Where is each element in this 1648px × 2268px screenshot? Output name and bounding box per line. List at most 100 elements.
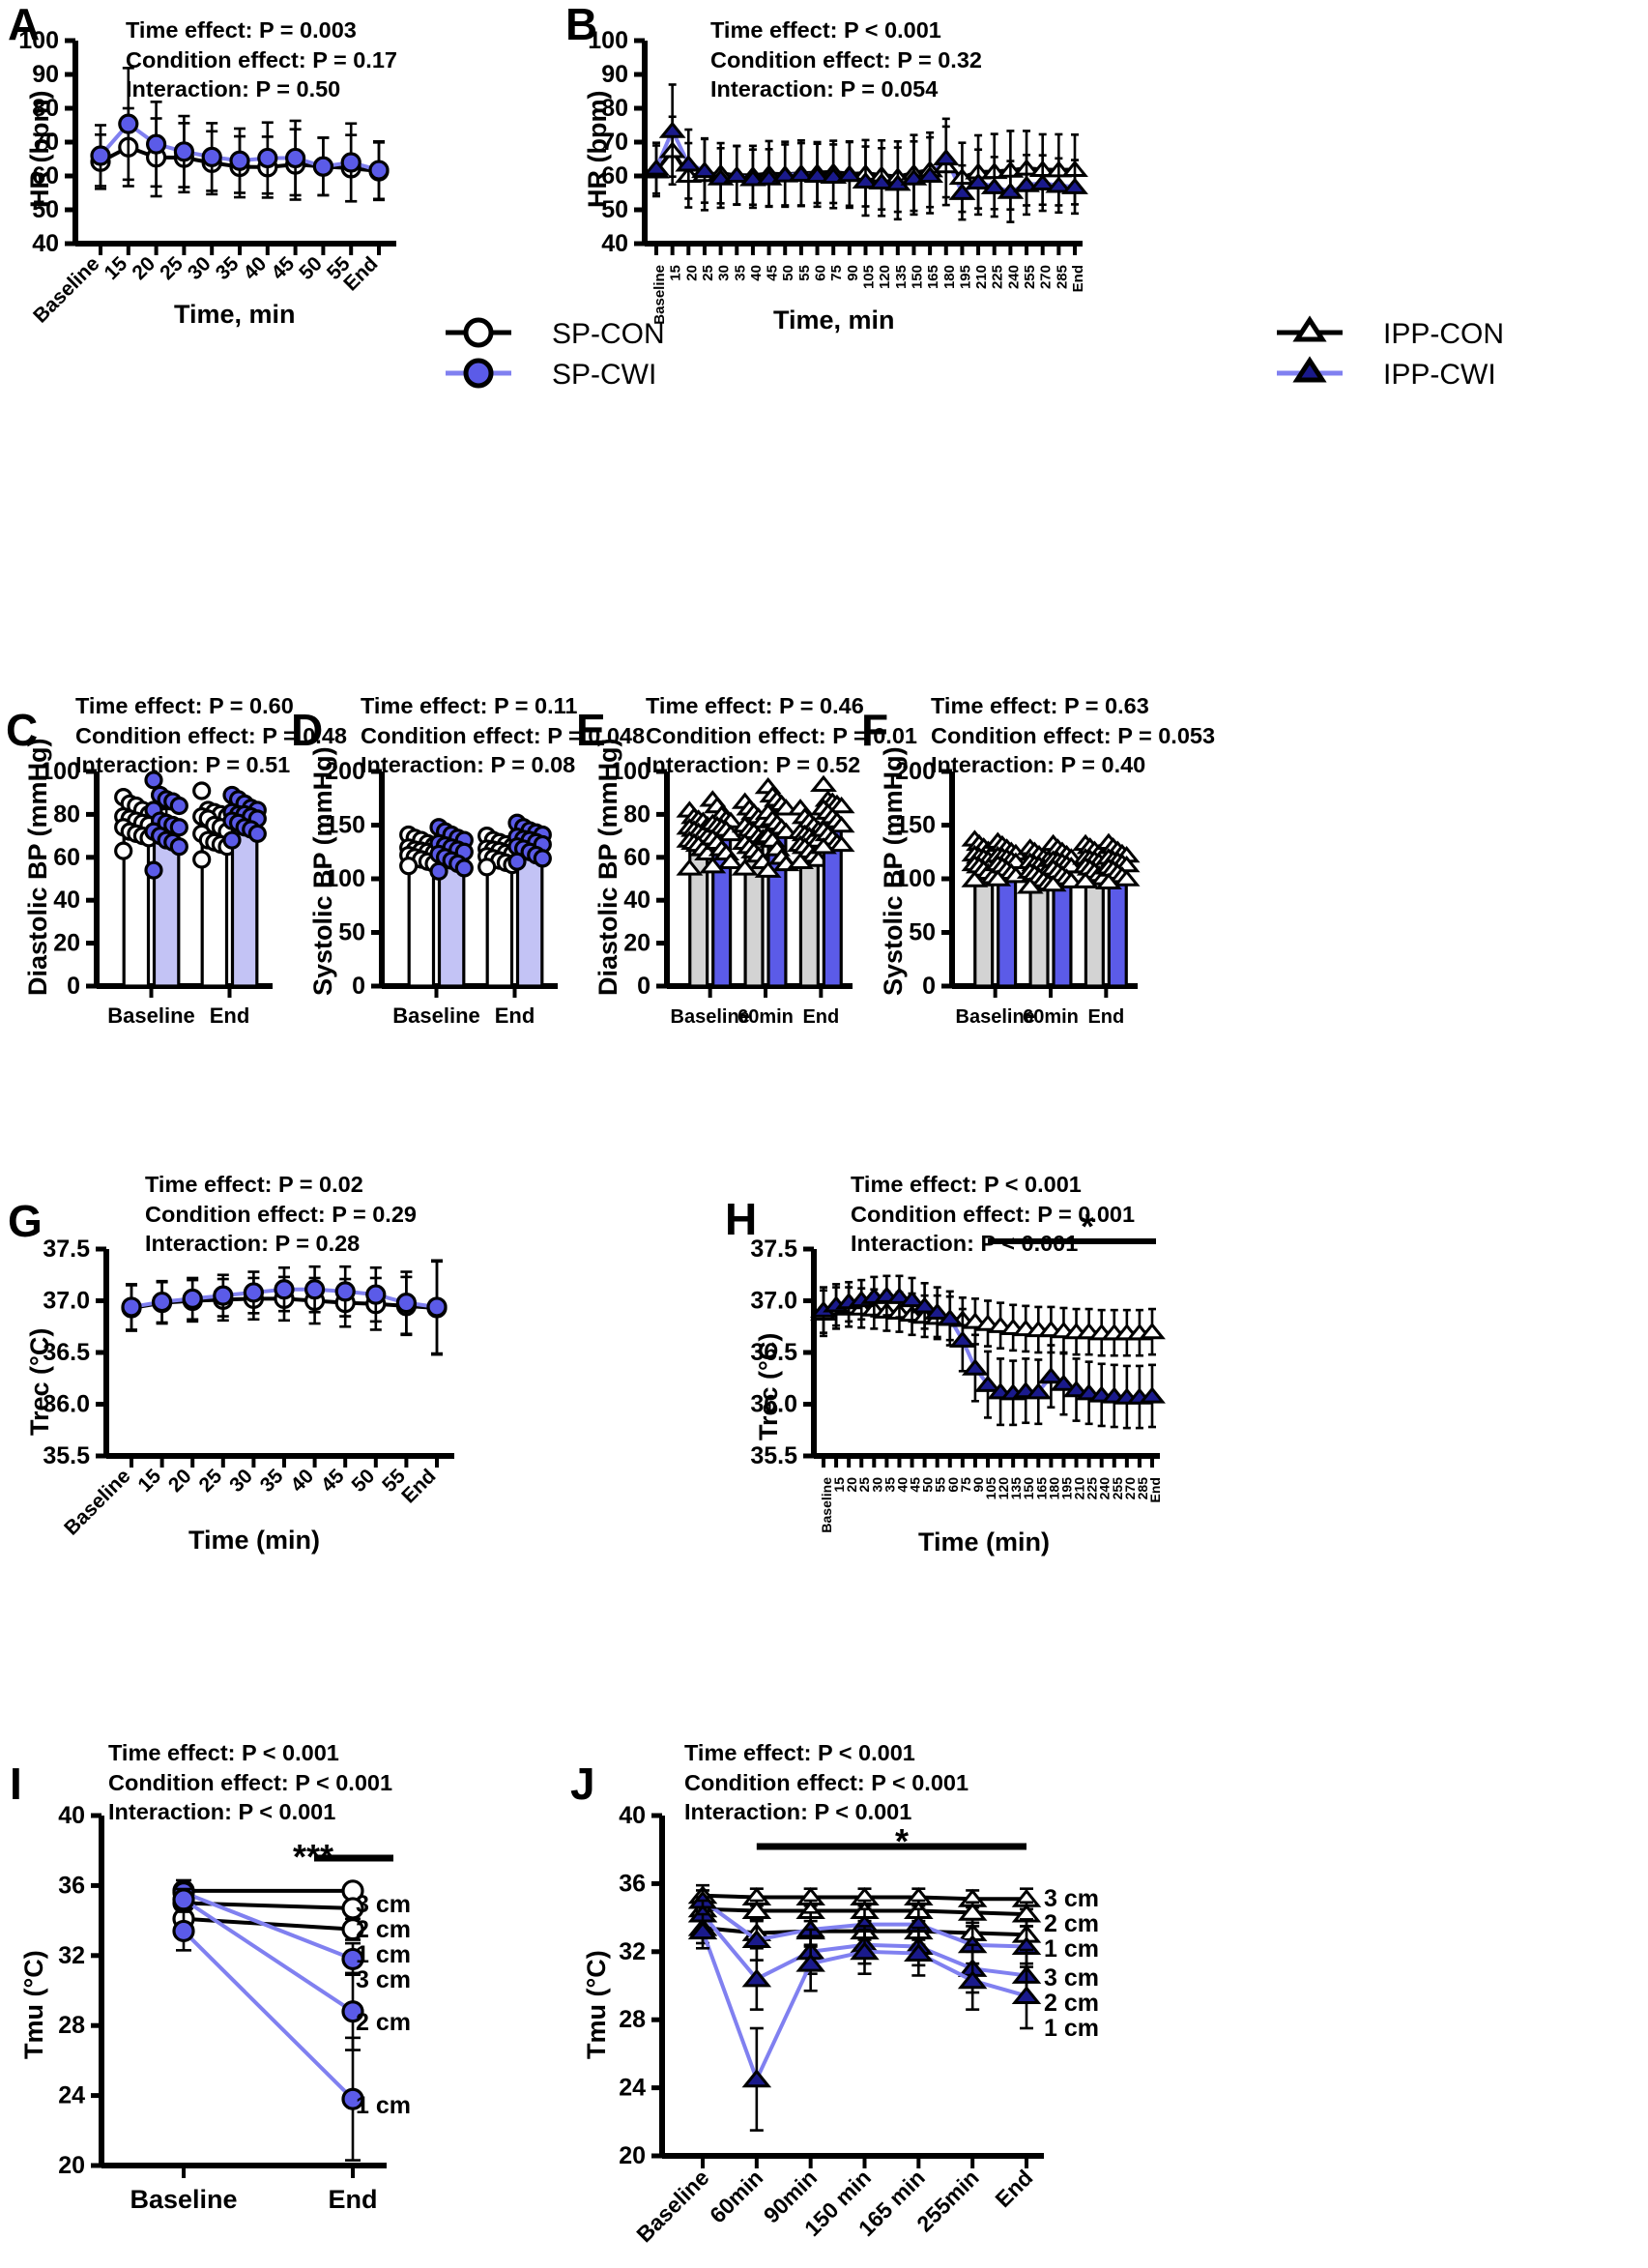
data-point-marker	[341, 2087, 364, 2110]
y-tick-label: 100	[588, 27, 628, 54]
data-point-marker	[533, 849, 552, 868]
panel-h: H Time effect: P < 0.001 Condition effec…	[561, 1141, 1179, 1556]
data-point-marker	[146, 133, 167, 155]
data-point-marker	[334, 1281, 356, 1302]
data-point-marker	[1139, 1323, 1166, 1340]
x-tick-label: 165	[1033, 1477, 1049, 1500]
y-tick-label: 35.5	[750, 1442, 797, 1469]
data-point-marker	[274, 1279, 295, 1300]
data-point-marker	[717, 824, 744, 842]
panel-a-stats: Time effect: P = 0.003 Condition effect:…	[126, 17, 397, 102]
x-tick-label: 135	[893, 265, 910, 289]
data-point-marker	[1028, 173, 1056, 191]
x-tick-label: End	[1147, 1477, 1163, 1502]
x-tick-label: 210	[1072, 1477, 1087, 1500]
y-tick-label: 36.0	[750, 1391, 797, 1418]
x-tick-label: End	[802, 1006, 839, 1028]
series-pts-SP-CWI	[90, 67, 390, 203]
data-point-marker	[1011, 1986, 1042, 2005]
x-tick-label: 55	[933, 1477, 948, 1493]
panel-d: D Time effect: P = 0.11 Condition effect…	[285, 667, 645, 1044]
axes: 20 24 28 32 36 40	[58, 1802, 387, 2179]
y-tick-label: 60	[53, 844, 80, 871]
panel-b-letter: B	[565, 0, 598, 49]
panel-i-side-label-3: 3 cm	[356, 1966, 411, 1993]
data-point-marker	[172, 1888, 195, 1911]
x-tick-label: Baseline	[671, 1006, 750, 1028]
data-point-marker	[429, 861, 448, 881]
x-tick-label: 45	[765, 265, 781, 281]
data-point-marker	[984, 869, 1012, 887]
panel-c-letter: C	[6, 705, 39, 755]
panel-h-xlabel: Time (min)	[918, 1527, 1051, 1556]
data-point-marker	[1062, 1380, 1090, 1398]
panel-f-stats: Time effect: P = 0.63 Condition effect: …	[931, 693, 1216, 778]
x-tick-label: Baseline	[130, 2185, 237, 2214]
axes: 40 50 60 70 80 90 100	[18, 27, 396, 257]
x-tick-label: 40	[286, 1465, 318, 1497]
data-point-marker	[827, 796, 855, 814]
y-tick-label: 80	[601, 95, 628, 122]
data-point-marker	[1095, 872, 1122, 890]
x-tick-label: 30	[869, 1477, 884, 1493]
panel-g-stats: Time effect: P = 0.02 Condition effect: …	[145, 1172, 417, 1257]
x-tick-label: Baseline	[956, 1006, 1035, 1028]
x-tick-label: 195	[957, 265, 973, 289]
panel-h-letter: H	[725, 1194, 758, 1244]
axes: 20 24 28 32 36 40	[619, 1802, 1044, 2169]
data-point-marker	[916, 165, 944, 183]
y-tick-label: 70	[32, 129, 59, 156]
panel-g-plot: 35.5 36.0 36.5 37.0 37.5 Baseline152025303540…	[43, 1236, 454, 1540]
panel-d-stats: Time effect: P = 0.11 Condition effect: …	[361, 693, 646, 778]
legend-ipp: IPP-CON IPP-CWI	[1271, 309, 1600, 396]
data-point-marker	[341, 1947, 364, 1971]
y-tick-label: 37.0	[750, 1288, 797, 1315]
x-tick-label: 105	[983, 1477, 998, 1500]
bar-IPP-CWI-Baseline	[699, 790, 744, 988]
x-tick-label: End	[495, 1003, 535, 1028]
panel-j-side-label-4: 2 cm	[1044, 1990, 1099, 2017]
data-point-marker	[1016, 877, 1044, 894]
y-tick-label: 37.5	[43, 1236, 90, 1263]
data-point-marker	[835, 165, 863, 183]
bar-SP-CWI-Baseline	[144, 771, 188, 988]
x-tick-label: End	[339, 252, 382, 295]
y-tick-label: 60	[601, 162, 628, 189]
data-point-marker	[741, 2069, 772, 2088]
y-tick-label: 100	[40, 758, 80, 785]
data-point-marker	[948, 183, 976, 200]
x-tick-label: 210	[973, 265, 990, 289]
panel-i-letter: I	[10, 1759, 22, 1809]
y-tick-label: 150	[325, 812, 365, 839]
x-tick-label: 45	[317, 1465, 349, 1497]
panel-c-stats: Time effect: P = 0.60 Condition effect: …	[75, 693, 347, 778]
data-point-marker	[723, 165, 751, 183]
panel-j-side-label-2: 1 cm	[1044, 1935, 1099, 1963]
y-tick-label: 90	[601, 61, 628, 88]
x-tick-label: 50	[780, 265, 796, 281]
data-point-marker	[974, 1375, 1001, 1392]
data-point-marker	[243, 1282, 264, 1303]
y-tick-label: 32	[58, 1942, 85, 1969]
data-point-marker	[904, 1943, 934, 1963]
data-point-marker	[948, 1330, 976, 1348]
data-point-marker	[285, 147, 306, 169]
x-tick-label: End	[397, 1465, 440, 1507]
data-point-marker	[803, 165, 831, 183]
data-point-marker	[152, 1291, 173, 1313]
legend-sp-cwi-label: SP-CWI	[552, 359, 657, 391]
data-point-marker	[699, 857, 727, 874]
y-tick-label: 50	[338, 919, 365, 946]
axes: 35.5 36.0 36.5 37.0 37.5	[750, 1236, 1160, 1469]
data-point-marker	[961, 870, 989, 887]
y-tick-label: 24	[58, 2082, 85, 2109]
panel-j-sig-star: *	[895, 1821, 910, 1861]
x-tick-label: 50	[348, 1465, 380, 1497]
data-point-marker	[173, 141, 194, 162]
data-point-marker	[932, 148, 960, 166]
data-point-marker	[1113, 869, 1141, 887]
data-point-marker	[1045, 176, 1073, 193]
x-tick-label: Baseline	[392, 1003, 480, 1028]
